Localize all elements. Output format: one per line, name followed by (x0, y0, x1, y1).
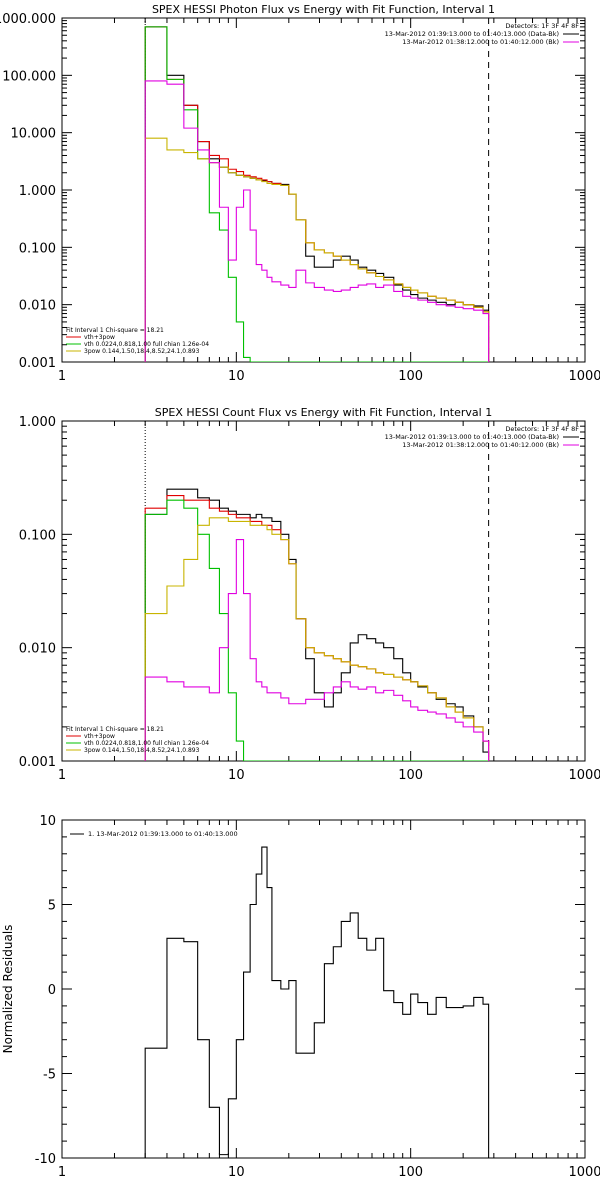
x-ticks: 1 10 100 1000 (58, 820, 600, 1180)
y-tick-label: -10 (35, 1152, 56, 1167)
y-tick-label: 0.001 (19, 755, 56, 770)
legend-entry: vth+3pow (84, 733, 115, 740)
y-tick-label: 0.010 (19, 642, 56, 657)
y-tick-label: 10.000 (11, 127, 57, 142)
x-tick-label: 1000 (568, 1165, 600, 1180)
y-ticks: 0.001 0.010 0.100 1.000 (19, 415, 585, 770)
y-tick-label: -5 (43, 1068, 56, 1083)
series-line-2 (144, 494, 490, 761)
y-ticks: -10 -5 0 5 10 (35, 814, 585, 1167)
x-ticks: 1 10 100 1000 (58, 421, 600, 783)
x-tick-label: 1000 (568, 369, 600, 384)
x-tick-label: 100 (398, 768, 423, 783)
x-tick-label: 10 (228, 369, 245, 384)
series-group (144, 421, 490, 761)
plot-frame (61, 17, 586, 363)
plot-frame (61, 420, 586, 762)
legend-entry: 13-Mar-2012 01:39:13.000 to 01:40:13.000… (385, 30, 559, 38)
legend-entry: vth 0.0224,0.818,1.00 full chian 1.26e-0… (84, 740, 209, 747)
chart-title: SPEX HESSI Photon Flux vs Energy with Fi… (152, 3, 495, 16)
chart-panel-1: SPEX HESSI Photon Flux vs Energy with Fi… (0, 3, 600, 384)
series-line-5 (144, 80, 490, 362)
y-ticks: 0.001 0.010 0.100 1.000 10.000 100.000 1000.00… (0, 12, 585, 371)
y-tick-label: 5 (48, 899, 56, 914)
legend-entry: vth 0.0224,0.818,1.00 full chian 1.26e-0… (84, 341, 209, 348)
x-tick-label: 100 (398, 1165, 423, 1180)
legend-entry: Fit Interval 1 Chi-square = 18.21 (66, 327, 164, 334)
series-line-1 (144, 488, 490, 761)
series-line-3 (144, 26, 489, 362)
series-line-5 (144, 538, 490, 761)
y-tick-label: 0.001 (19, 356, 56, 371)
series-line-2 (144, 26, 490, 362)
series-group (144, 18, 490, 362)
legend-entry: 1. 13-Mar-2012 01:39:13.000 to 01:40:13.… (88, 830, 238, 838)
y-axis-label: Normalized Residuals (1, 925, 15, 1054)
y-tick-label: 1.000 (19, 184, 56, 199)
legend-entry: 3pow 0.144,1.50,18.4,8.52,24.1,0.893 (84, 348, 200, 355)
x-tick-label: 1 (58, 369, 66, 384)
y-tick-label: 0.100 (19, 241, 56, 256)
legend-entry: Detectors: 1F 3F 4F 8F (505, 22, 579, 30)
series-line-4 (144, 517, 490, 761)
legend-entry: 13-Mar-2012 01:39:13.000 to 01:40:13.000… (385, 433, 559, 441)
plot-frame (61, 819, 586, 1159)
series-group (144, 846, 490, 1158)
y-tick-label: 0.100 (19, 528, 56, 543)
chart-panel-2: SPEX HESSI Count Flux vs Energy with Fit… (19, 406, 600, 783)
x-tick-label: 100 (398, 369, 423, 384)
x-tick-label: 10 (228, 1165, 245, 1180)
y-tick-label: 0 (48, 983, 56, 998)
y-tick-label: 1.000 (19, 415, 56, 430)
series-line-4 (144, 137, 490, 362)
x-tick-label: 1 (58, 768, 66, 783)
x-tick-label: 1 (58, 1165, 66, 1180)
series-line-3 (144, 499, 489, 761)
x-tick-label: 1000 (568, 768, 600, 783)
legend-entry: 13-Mar-2012 01:38:12.000 to 01:40:12.000… (402, 441, 559, 449)
x-ticks: 1 10 100 1000 (58, 18, 600, 384)
y-tick-label: 0.010 (19, 299, 56, 314)
y-tick-label: 100.000 (2, 69, 56, 84)
legend-entry: 13-Mar-2012 01:38:12.000 to 01:40:12.000… (402, 38, 559, 46)
x-tick-label: 10 (228, 768, 245, 783)
chart-title: SPEX HESSI Count Flux vs Energy with Fit… (155, 406, 492, 419)
legend-entry: vth+3pow (84, 334, 115, 341)
legend-entry: Fit Interval 1 Chi-square = 18.21 (66, 726, 164, 733)
y-tick-label: 10 (39, 814, 56, 829)
legend-entry: Detectors: 1F 3F 4F 8F (505, 425, 579, 433)
series-line-1 (144, 846, 490, 1158)
legend-entry: 3pow 0.144,1.50,18.4,8.52,24.1,0.893 (84, 747, 200, 754)
series-line-1 (144, 26, 490, 362)
y-tick-label: 1000.000 (0, 12, 56, 27)
